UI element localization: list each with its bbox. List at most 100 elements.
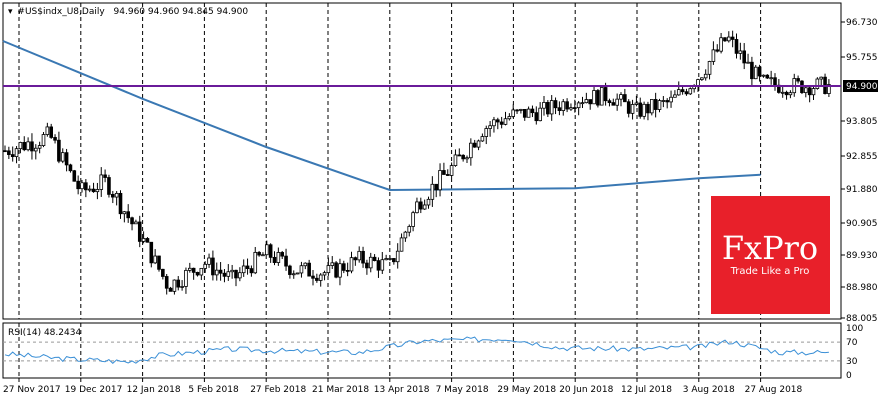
candle-body — [84, 182, 88, 191]
candle-body — [103, 174, 107, 178]
candle-body — [727, 36, 731, 42]
candle-body — [272, 256, 277, 263]
candle-body — [599, 87, 604, 106]
candle-body — [137, 221, 142, 242]
candle-body — [626, 101, 631, 114]
candle-body — [422, 204, 427, 210]
candle-body — [765, 74, 770, 79]
candle-body — [307, 262, 311, 277]
candle-body — [18, 142, 23, 150]
candle-body — [99, 174, 104, 190]
candle-body — [653, 99, 658, 110]
y-tick-label: 89.930 — [846, 251, 878, 261]
fxpro-logo-box — [711, 196, 830, 314]
rsi-tick-label: 0 — [846, 371, 852, 381]
candle-body — [353, 257, 358, 261]
candle-body — [95, 189, 100, 193]
x-tick-label: 13 Apr 2018 — [374, 385, 430, 395]
candle-body — [596, 90, 600, 106]
candle-body — [549, 100, 554, 115]
candle-body — [522, 108, 527, 118]
candle-body — [515, 109, 519, 112]
candle-body — [492, 119, 496, 127]
candle-body — [57, 139, 61, 162]
candle-body — [750, 61, 754, 80]
candle-body — [815, 78, 820, 89]
candle-body — [76, 180, 80, 190]
candle-body — [268, 244, 273, 258]
x-tick-label: 29 May 2018 — [497, 385, 556, 395]
candle-body — [657, 100, 662, 110]
candle-body — [488, 125, 492, 129]
candle-body — [707, 61, 712, 75]
candle-body — [607, 100, 612, 103]
candle-body — [811, 88, 816, 96]
candle-body — [669, 96, 673, 103]
candle-body — [291, 273, 296, 276]
candle-body — [349, 257, 354, 272]
x-tick-label: 5 Feb 2018 — [188, 385, 239, 395]
candle-body — [719, 37, 723, 52]
rsi-tick-label: 100 — [846, 324, 863, 334]
candle-body — [676, 89, 681, 96]
candle-body — [60, 152, 65, 162]
candle-body — [399, 237, 404, 252]
x-tick-label: 27 Feb 2018 — [250, 385, 306, 395]
candle-body — [469, 142, 473, 159]
candle-body — [827, 84, 831, 94]
time-axis: 27 Nov 2017 19 Dec 2017 12 Jan 2018 5 Feb 2… — [3, 378, 803, 395]
candle-body — [26, 141, 30, 151]
x-tick-label: 12 Jan 2018 — [127, 385, 181, 395]
candle-body — [130, 217, 134, 225]
candle-body — [804, 87, 808, 94]
candle-body — [757, 66, 762, 77]
candle-body — [711, 49, 716, 62]
candle-body — [380, 259, 385, 271]
rsi-polyline — [4, 336, 829, 364]
candle-body — [442, 170, 446, 175]
current-price-box — [843, 80, 878, 92]
candle-body — [634, 102, 639, 105]
candle-body — [361, 250, 365, 264]
rsi-axis: 100 70 30 0 — [846, 324, 863, 381]
candle-body — [107, 177, 111, 195]
candle-body — [788, 92, 793, 96]
candle-body — [665, 100, 669, 103]
x-tick-label: 27 Nov 2017 — [3, 385, 61, 395]
y-tick-label: 95.755 — [846, 53, 878, 63]
candle-body — [615, 98, 619, 106]
candle-body — [407, 226, 412, 233]
rsi-tick-label: 30 — [846, 357, 858, 367]
candle-body — [449, 165, 454, 176]
candle-body — [426, 198, 431, 206]
candle-body — [642, 103, 646, 117]
candle-body — [507, 116, 512, 120]
candle-body — [384, 258, 388, 261]
candle-body — [184, 269, 188, 287]
candle-body — [253, 251, 258, 274]
candle-body — [472, 142, 477, 148]
x-tick-label: 21 Mar 2018 — [312, 385, 369, 395]
candle-body — [172, 279, 177, 292]
candle-body — [257, 251, 261, 256]
vertical-grid — [18, 3, 762, 378]
candle-body — [807, 87, 812, 96]
rsi-line — [4, 336, 829, 364]
candle-body — [761, 74, 766, 77]
candle-body — [80, 182, 84, 190]
candle-body — [519, 108, 523, 111]
y-tick-label: 92.855 — [846, 152, 878, 162]
candle-body — [715, 49, 720, 52]
candle-body — [484, 128, 489, 137]
candle-body — [673, 94, 677, 98]
y-tick-label: 93.805 — [846, 117, 878, 127]
candle-body — [646, 103, 650, 114]
candle-body — [311, 275, 315, 279]
candle-body — [211, 257, 215, 276]
candle-body — [249, 268, 254, 274]
candle-body — [553, 100, 558, 109]
candle-body — [238, 272, 242, 279]
candle-body — [480, 136, 485, 142]
candle-body — [784, 91, 789, 96]
